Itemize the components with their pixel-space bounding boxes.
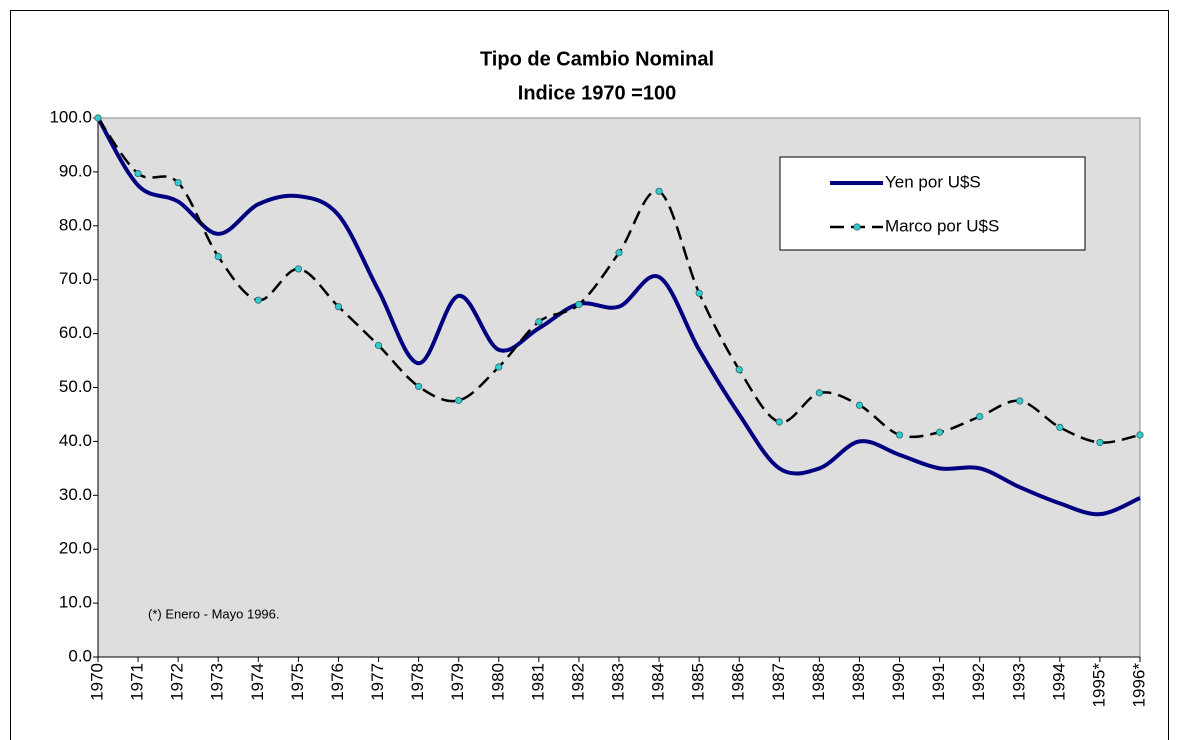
x-tick-label: 1989 xyxy=(849,663,868,701)
y-tick-label: 30.0 xyxy=(59,485,92,504)
series-marker xyxy=(415,382,423,391)
x-tick-label: 1978 xyxy=(408,663,427,701)
series-marker xyxy=(1096,438,1104,447)
series-marker xyxy=(134,169,142,178)
x-tick-label: 1985 xyxy=(689,663,708,701)
y-tick-label: 0.0 xyxy=(68,646,92,665)
legend-box xyxy=(779,156,1086,251)
series-line xyxy=(96,117,1141,444)
series-marker xyxy=(976,413,984,421)
x-tick-label: 1990 xyxy=(889,663,908,701)
x-tick-label: 1975 xyxy=(288,663,307,701)
chart-subtitle: Indice 1970 =100 xyxy=(518,82,676,104)
chart-title: Tipo de Cambio Nominal xyxy=(480,48,714,70)
series-marker xyxy=(374,341,383,350)
x-tick-label: 1973 xyxy=(208,663,227,701)
series-marker xyxy=(575,300,583,309)
x-tick-label: 1987 xyxy=(769,663,788,701)
x-tick-label: 1983 xyxy=(608,663,627,701)
series-marker xyxy=(855,401,864,409)
series-marker xyxy=(174,179,182,187)
x-tick-label: 1992 xyxy=(969,663,988,701)
y-tick-label: 10.0 xyxy=(59,593,92,612)
x-tick-label: 1995* xyxy=(1089,663,1108,708)
series-marker xyxy=(495,363,503,371)
series-marker xyxy=(1016,397,1024,405)
y-tick-label: 90.0 xyxy=(59,161,92,180)
x-tick-label: 1984 xyxy=(649,663,668,701)
y-tick-label: 80.0 xyxy=(59,215,92,234)
series-marker xyxy=(615,249,623,257)
y-tick-label: 50.0 xyxy=(59,377,92,396)
series-marker xyxy=(1136,431,1144,439)
series-marker xyxy=(254,296,262,304)
annotation: (*) Enero - Mayo 1996. xyxy=(148,606,280,621)
x-tick-label: 1970 xyxy=(87,663,106,701)
series-line xyxy=(96,116,1141,517)
y-tick-label: 40.0 xyxy=(59,431,92,450)
x-tick-label: 1991 xyxy=(929,663,948,701)
legend-marker xyxy=(853,223,861,231)
series-marker xyxy=(455,396,463,405)
x-tick-label: 1971 xyxy=(128,663,147,701)
chart-frame xyxy=(10,10,1169,740)
series-marker xyxy=(294,265,302,273)
x-tick-label: 1976 xyxy=(328,663,347,701)
series-marker xyxy=(1056,423,1064,431)
series-marker xyxy=(94,114,102,122)
x-tick-label: 1980 xyxy=(488,663,507,701)
series-marker xyxy=(936,428,944,436)
series-marker xyxy=(815,389,823,397)
legend-label: Yen por U$S xyxy=(885,172,981,191)
x-tick-label: 1994 xyxy=(1049,663,1068,701)
y-tick-label: 60.0 xyxy=(59,323,92,342)
series-marker xyxy=(695,289,703,297)
x-tick-label: 1982 xyxy=(568,663,587,701)
x-tick-label: 1977 xyxy=(368,663,387,701)
x-tick-label: 1986 xyxy=(729,663,748,701)
x-tick-label: 1979 xyxy=(448,663,467,701)
series-marker xyxy=(334,303,343,311)
x-tick-label: 1993 xyxy=(1009,663,1028,701)
series-marker xyxy=(775,418,783,426)
x-tick-label: 1974 xyxy=(248,663,267,701)
y-tick-label: 100.0 xyxy=(49,107,92,126)
x-tick-label: 1981 xyxy=(528,663,547,701)
x-tick-label: 1972 xyxy=(168,663,187,701)
y-tick-label: 20.0 xyxy=(59,539,92,558)
series-marker xyxy=(735,366,743,374)
series-marker xyxy=(895,431,904,439)
y-tick-label: 70.0 xyxy=(59,269,92,288)
series-marker xyxy=(655,187,663,195)
x-tick-label: 1988 xyxy=(809,663,828,701)
legend-label: Marco por U$S xyxy=(885,216,999,235)
x-tick-label: 1996* xyxy=(1129,663,1148,708)
series-marker xyxy=(214,252,222,261)
series-marker xyxy=(535,318,543,326)
